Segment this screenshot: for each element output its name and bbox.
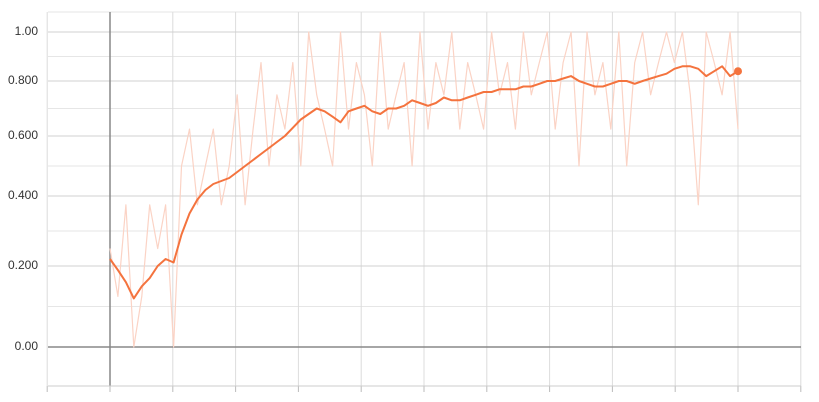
last-point: [734, 67, 742, 76]
y-tick-label: 1.00: [15, 24, 39, 38]
series-line: [109, 31, 739, 348]
y-tick-label: 0.400: [8, 188, 38, 202]
y-tick-label: 0.00: [15, 339, 39, 353]
y-tick-label: 0.800: [8, 73, 38, 87]
series-line: [109, 65, 739, 300]
y-tick-label: 0.600: [8, 128, 38, 142]
y-tick-label: 0.200: [8, 258, 38, 272]
